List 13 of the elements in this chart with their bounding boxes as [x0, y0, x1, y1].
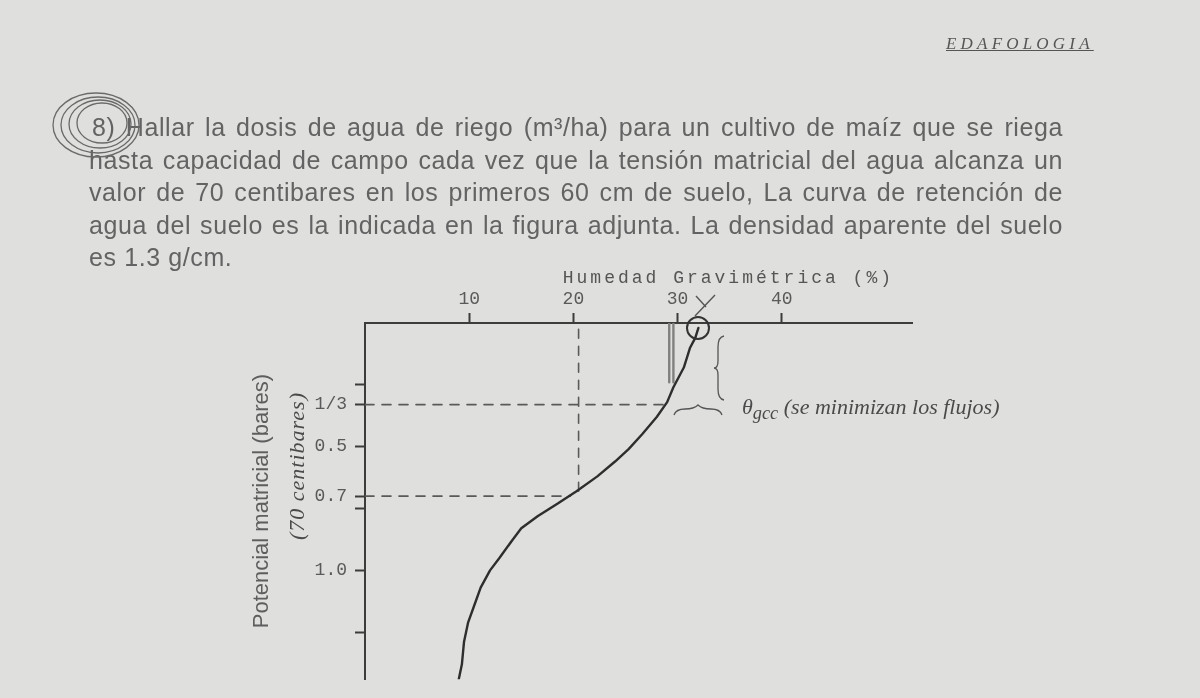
x-tick-label: 20 [562, 288, 585, 309]
x-tick-label: 30 [666, 288, 689, 309]
annotation: θ$_{gcc}$ (se minimizan los flujos) [742, 394, 1000, 425]
y-tick-label: 1.0 [314, 560, 347, 581]
text: EDAFOLOGIA [946, 34, 1094, 54]
text: (70 centibares) [284, 392, 310, 540]
x-axis-title: Humedad Gravimétrica (%) [562, 267, 894, 288]
y-tick-label: 1/3 [314, 394, 347, 415]
y-tick-label: 0.5 [314, 436, 347, 457]
x-tick-label: 40 [770, 288, 793, 309]
x-tick-label: 10 [458, 288, 480, 309]
y-axis-title: Potencial matricial (bares) [248, 373, 274, 629]
y-tick-label: 0.7 [314, 485, 347, 506]
